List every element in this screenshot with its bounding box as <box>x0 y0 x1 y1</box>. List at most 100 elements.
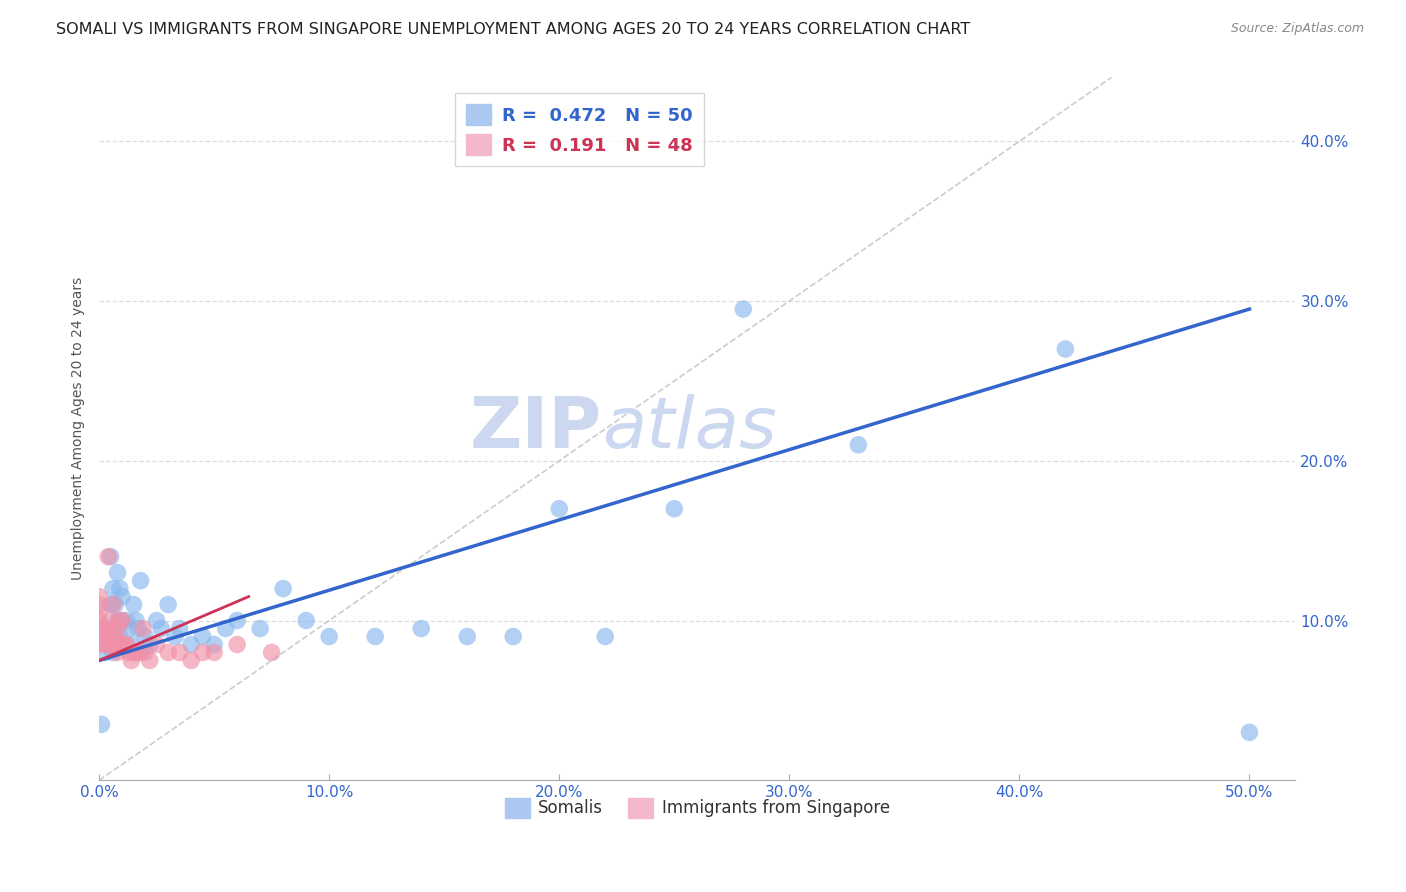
Point <box>150 622 173 636</box>
Point <box>169 622 191 636</box>
Point <box>271 582 294 596</box>
Point <box>125 646 148 660</box>
Point <box>202 638 225 652</box>
Point <box>295 614 318 628</box>
Point <box>364 630 387 644</box>
Point <box>108 614 131 628</box>
Point <box>107 622 129 636</box>
Point <box>111 614 134 628</box>
Point <box>104 630 127 644</box>
Point <box>100 630 122 644</box>
Point <box>101 582 124 596</box>
Point <box>90 622 112 636</box>
Point <box>90 630 112 644</box>
Point <box>111 638 134 652</box>
Point <box>115 638 138 652</box>
Point <box>139 638 162 652</box>
Point <box>89 614 111 628</box>
Point <box>111 638 134 652</box>
Point <box>664 501 686 516</box>
Point <box>134 630 156 644</box>
Point <box>108 582 131 596</box>
Point <box>100 598 122 612</box>
Point <box>502 630 524 644</box>
Text: Source: ZipAtlas.com: Source: ZipAtlas.com <box>1230 22 1364 36</box>
Text: SOMALI VS IMMIGRANTS FROM SINGAPORE UNEMPLOYMENT AMONG AGES 20 TO 24 YEARS CORRE: SOMALI VS IMMIGRANTS FROM SINGAPORE UNEM… <box>56 22 970 37</box>
Point <box>129 646 152 660</box>
Point <box>260 646 283 660</box>
Legend: Somalis, Immigrants from Singapore: Somalis, Immigrants from Singapore <box>498 791 897 825</box>
Point <box>89 590 111 604</box>
Point <box>180 653 202 667</box>
Point <box>157 646 180 660</box>
Point <box>89 630 111 644</box>
Y-axis label: Unemployment Among Ages 20 to 24 years: Unemployment Among Ages 20 to 24 years <box>72 277 86 581</box>
Point <box>107 646 129 660</box>
Point <box>111 590 134 604</box>
Point <box>108 638 131 652</box>
Point <box>94 638 117 652</box>
Point <box>97 630 120 644</box>
Point <box>89 606 111 620</box>
Point <box>191 630 214 644</box>
Point <box>118 622 141 636</box>
Point <box>191 646 214 660</box>
Text: ZIP: ZIP <box>470 394 602 463</box>
Point <box>89 622 111 636</box>
Point <box>180 638 202 652</box>
Point <box>93 622 115 636</box>
Point <box>101 598 124 612</box>
Point <box>114 638 136 652</box>
Point <box>318 630 340 644</box>
Point <box>127 622 149 636</box>
Point <box>249 622 271 636</box>
Point <box>89 638 111 652</box>
Point <box>107 614 129 628</box>
Point <box>107 566 129 580</box>
Point <box>129 574 152 588</box>
Point <box>145 614 167 628</box>
Point <box>411 622 433 636</box>
Point <box>125 614 148 628</box>
Point <box>548 501 571 516</box>
Point <box>104 630 127 644</box>
Point <box>94 630 117 644</box>
Point <box>456 630 478 644</box>
Point <box>169 646 191 660</box>
Point <box>108 630 131 644</box>
Point <box>122 598 145 612</box>
Text: atlas: atlas <box>602 394 776 463</box>
Point <box>157 598 180 612</box>
Point <box>215 622 238 636</box>
Point <box>97 638 120 652</box>
Point <box>89 598 111 612</box>
Point <box>93 630 115 644</box>
Point <box>165 630 187 644</box>
Point <box>100 638 122 652</box>
Point <box>101 646 124 660</box>
Point <box>94 646 117 660</box>
Point <box>120 653 142 667</box>
Point <box>115 614 138 628</box>
Point <box>90 717 112 731</box>
Point <box>100 549 122 564</box>
Point <box>122 646 145 660</box>
Point <box>104 638 127 652</box>
Point <box>118 646 141 660</box>
Point <box>94 622 117 636</box>
Point <box>846 438 869 452</box>
Point <box>1239 725 1261 739</box>
Point <box>733 301 755 316</box>
Point <box>111 614 134 628</box>
Point <box>100 630 122 644</box>
Point <box>145 638 167 652</box>
Point <box>226 614 249 628</box>
Point <box>101 638 124 652</box>
Point <box>132 622 155 636</box>
Point <box>226 638 249 652</box>
Point <box>97 549 120 564</box>
Point <box>104 598 127 612</box>
Point <box>100 614 122 628</box>
Point <box>593 630 616 644</box>
Point <box>120 638 142 652</box>
